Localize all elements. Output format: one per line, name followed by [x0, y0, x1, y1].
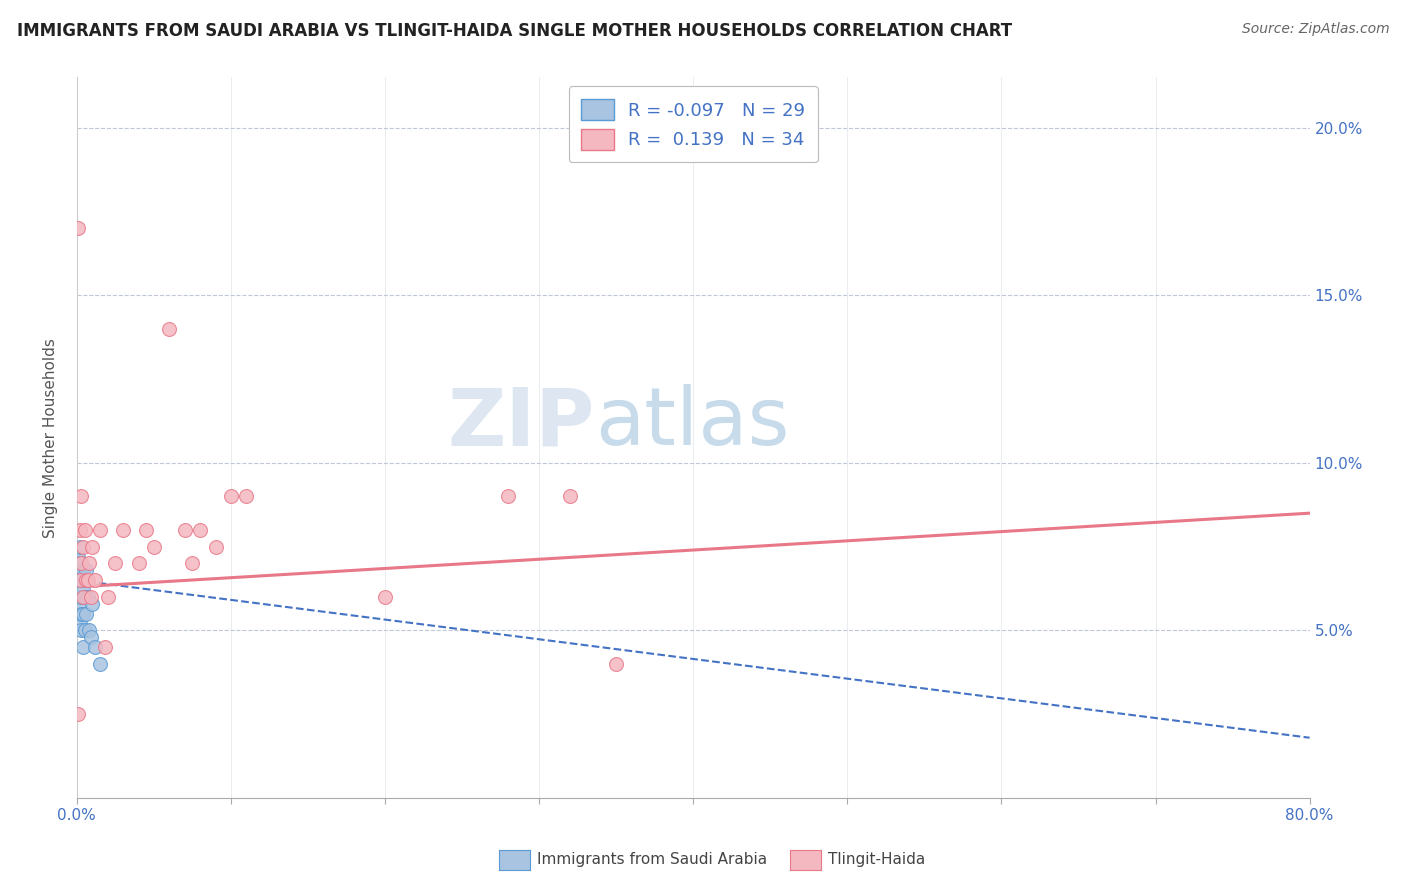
- Point: [374, 590, 396, 604]
- Point: [69, 573, 91, 587]
- Point: [82, 597, 104, 611]
- Point: [128, 557, 150, 571]
- Point: [67, 221, 90, 235]
- Point: [76, 573, 98, 587]
- Point: [188, 523, 211, 537]
- Point: [73, 523, 96, 537]
- Point: [204, 540, 226, 554]
- Point: [69, 597, 91, 611]
- Point: [498, 490, 520, 504]
- Point: [157, 322, 180, 336]
- Point: [77, 624, 100, 638]
- Point: [72, 583, 94, 598]
- Point: [181, 557, 204, 571]
- Point: [70, 490, 93, 504]
- Point: [70, 557, 93, 571]
- Text: Tlingit-Haida: Tlingit-Haida: [828, 853, 925, 867]
- Point: [73, 590, 96, 604]
- Point: [69, 616, 91, 631]
- Point: [112, 523, 135, 537]
- Point: [75, 607, 97, 621]
- Y-axis label: Single Mother Households: Single Mother Households: [44, 338, 58, 538]
- Point: [67, 573, 90, 587]
- Point: [235, 490, 257, 504]
- Point: [72, 640, 94, 655]
- Point: [67, 707, 90, 722]
- Point: [89, 523, 111, 537]
- Point: [70, 573, 93, 587]
- Text: atlas: atlas: [595, 384, 789, 462]
- Point: [135, 523, 157, 537]
- Point: [67, 590, 90, 604]
- Point: [84, 640, 107, 655]
- Point: [72, 540, 94, 554]
- Text: Source: ZipAtlas.com: Source: ZipAtlas.com: [1241, 22, 1389, 37]
- Point: [76, 590, 98, 604]
- Text: ZIP: ZIP: [447, 384, 595, 462]
- Point: [142, 540, 165, 554]
- Point: [69, 573, 91, 587]
- Point: [70, 607, 93, 621]
- Point: [84, 573, 107, 587]
- Point: [70, 557, 93, 571]
- Point: [69, 540, 91, 554]
- Point: [80, 630, 103, 644]
- Point: [93, 640, 115, 655]
- Point: [73, 624, 96, 638]
- Point: [70, 624, 93, 638]
- Point: [97, 590, 120, 604]
- Point: [69, 523, 91, 537]
- Point: [80, 590, 103, 604]
- Point: [173, 523, 195, 537]
- Point: [67, 563, 90, 577]
- Point: [72, 590, 94, 604]
- Point: [104, 557, 127, 571]
- Point: [77, 557, 100, 571]
- Point: [75, 573, 97, 587]
- Point: [82, 540, 104, 554]
- Point: [219, 490, 242, 504]
- Point: [72, 607, 94, 621]
- Point: [72, 563, 94, 577]
- Text: Immigrants from Saudi Arabia: Immigrants from Saudi Arabia: [537, 853, 768, 867]
- Point: [69, 557, 91, 571]
- Legend: R = -0.097   N = 29, R =  0.139   N = 34: R = -0.097 N = 29, R = 0.139 N = 34: [568, 87, 818, 162]
- Point: [558, 490, 581, 504]
- Point: [605, 657, 627, 671]
- Point: [75, 563, 97, 577]
- Point: [73, 573, 96, 587]
- Point: [67, 549, 90, 564]
- Point: [89, 657, 111, 671]
- Point: [70, 590, 93, 604]
- Text: IMMIGRANTS FROM SAUDI ARABIA VS TLINGIT-HAIDA SINGLE MOTHER HOUSEHOLDS CORRELATI: IMMIGRANTS FROM SAUDI ARABIA VS TLINGIT-…: [17, 22, 1012, 40]
